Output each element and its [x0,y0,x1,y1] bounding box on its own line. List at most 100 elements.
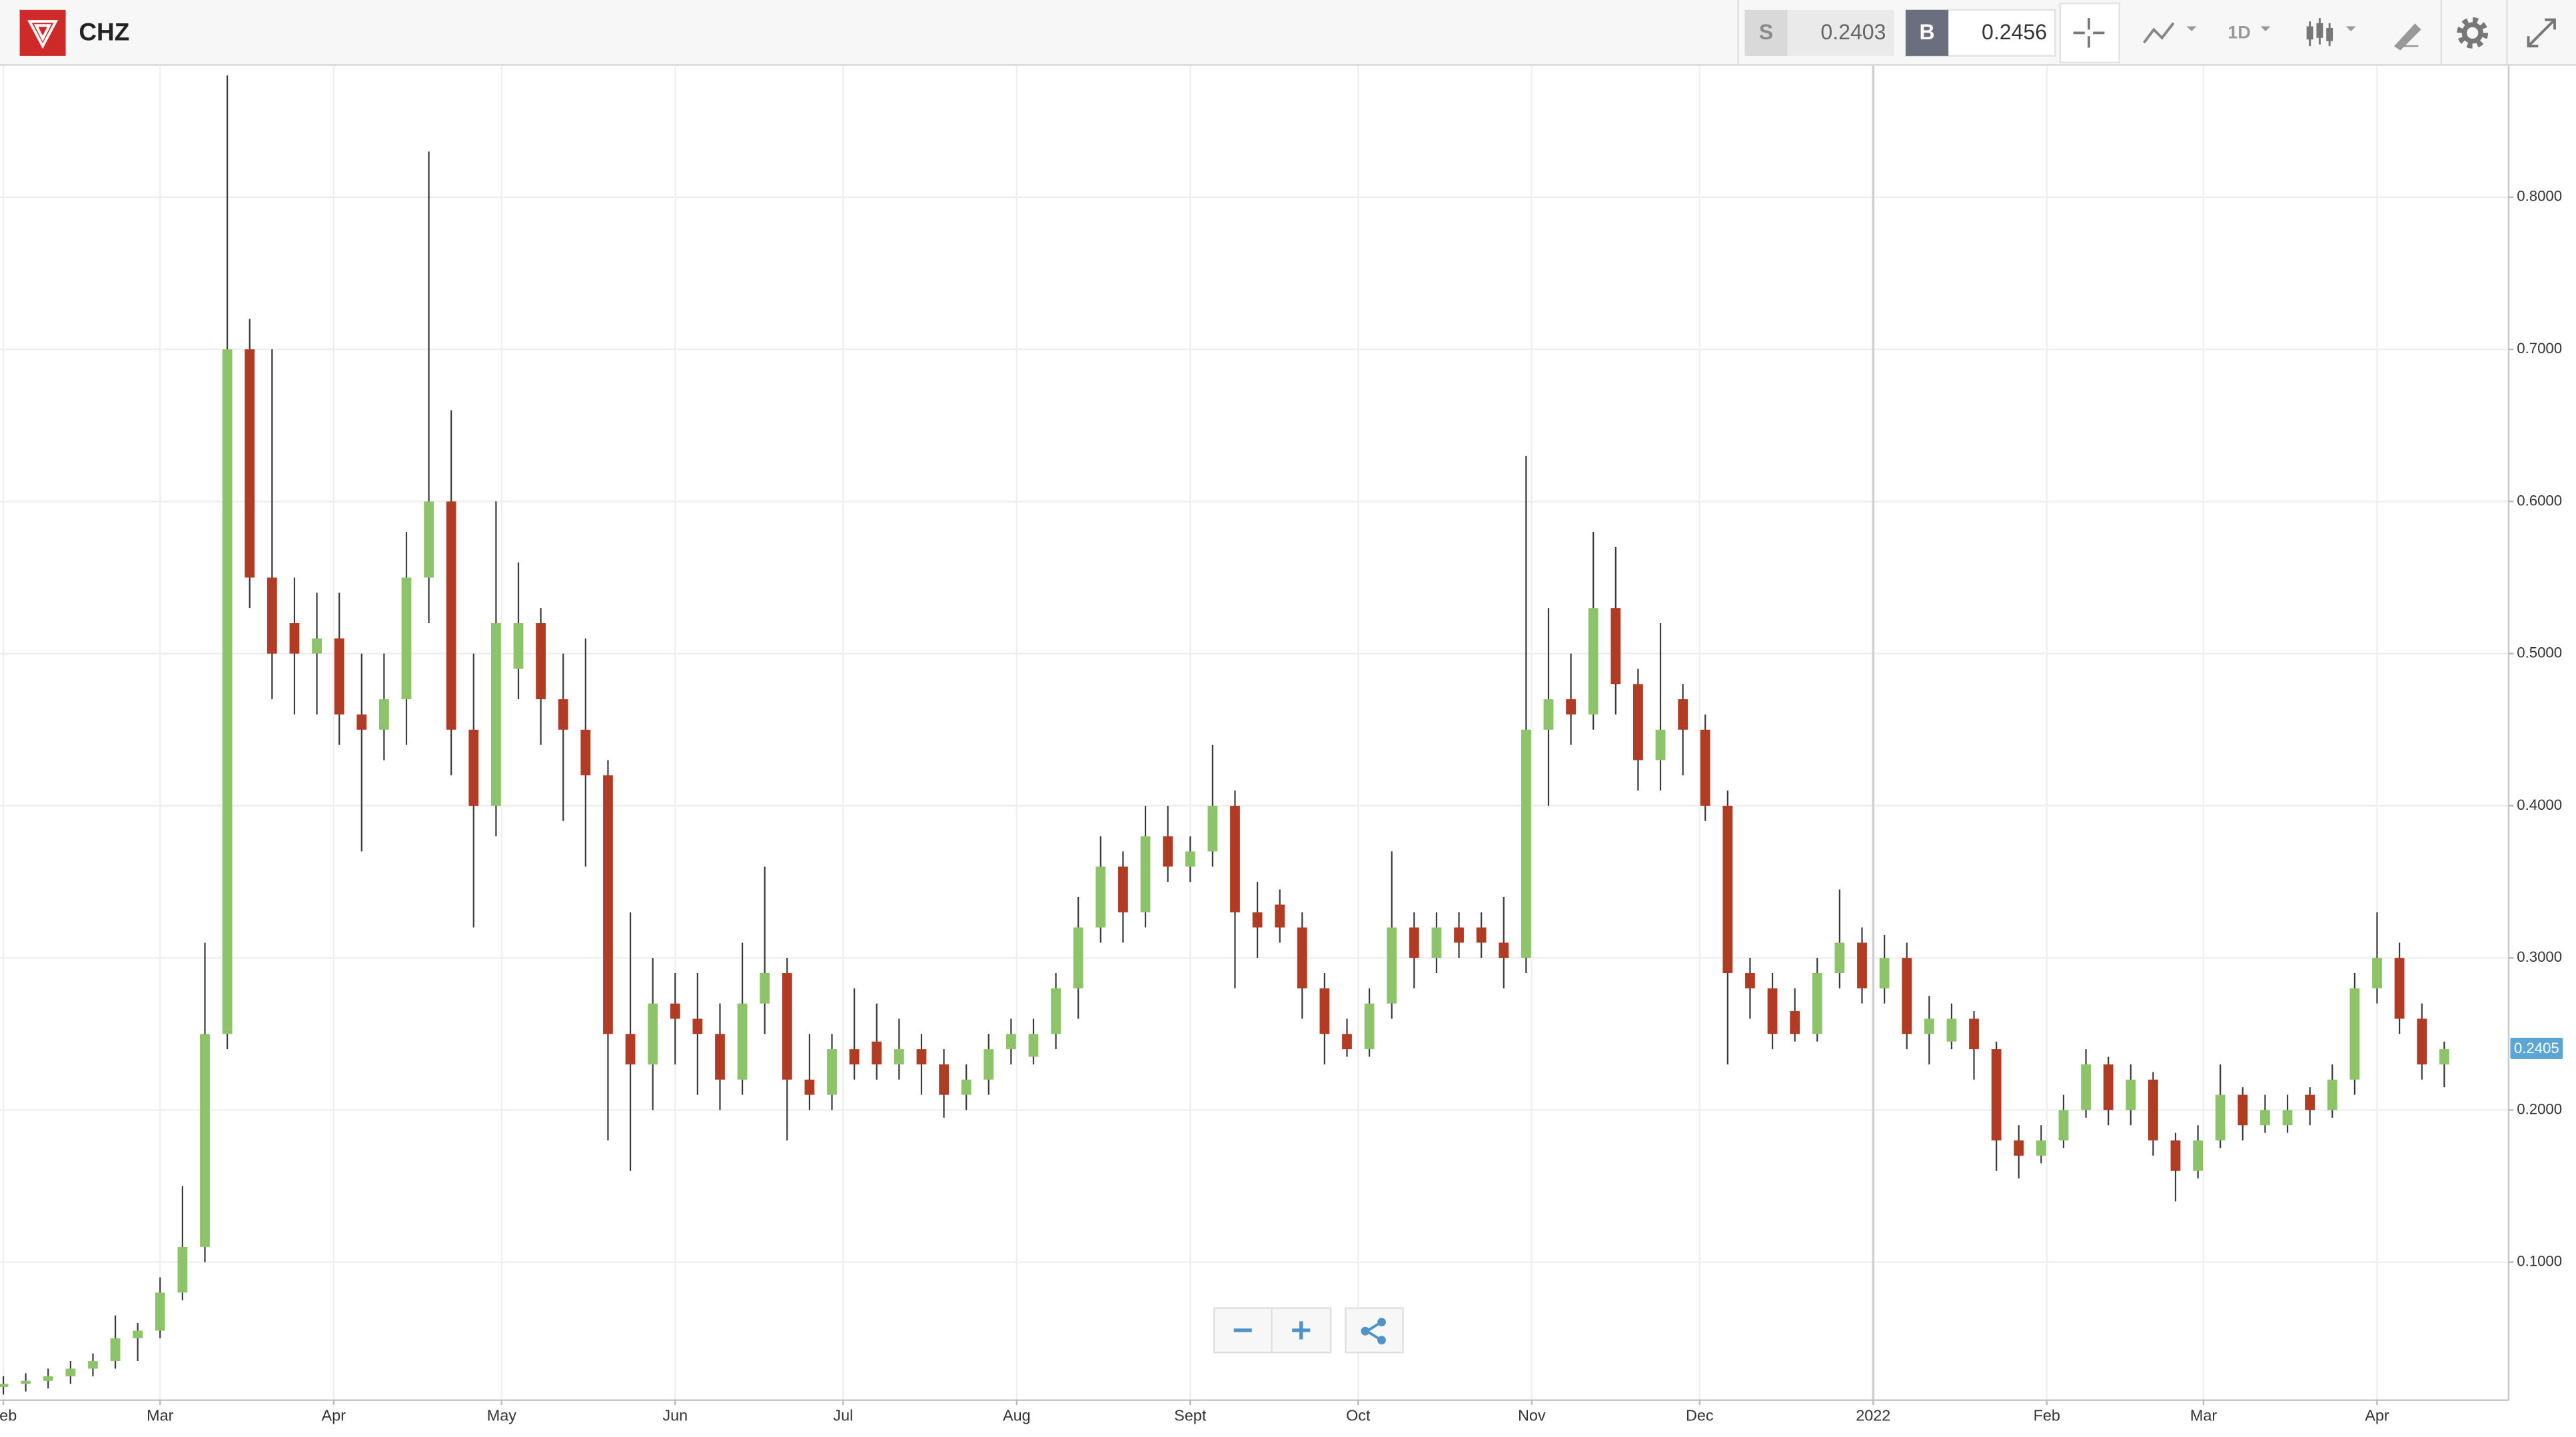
candle-body [536,623,546,700]
candle-body [782,972,792,1080]
x-tick-label: Nov [1518,1407,1546,1424]
draw-icon [2393,23,2421,51]
candle-body [737,1003,748,1080]
settings-button[interactable] [2457,17,2489,49]
candle-body [2282,1110,2293,1126]
candle-body [1185,851,1195,867]
candle-body [65,1368,76,1376]
share-icon [1377,1336,1386,1345]
candle-body [133,1330,143,1338]
candle-body [648,1003,658,1064]
candle-body [1610,608,1621,685]
candle-body [939,1064,949,1095]
candle-body [1543,699,1554,730]
fullscreen-icon [2527,18,2556,48]
settings-icon [2461,22,2483,44]
candle-body [1073,927,1083,988]
candle-body [961,1079,971,1095]
candle-body [1969,1018,1979,1050]
fullscreen-button[interactable] [2527,18,2556,48]
chart-type-icon [2326,27,2333,41]
dropdown-arrow [2260,26,2271,31]
candle-body [1297,927,1307,988]
plot-area [0,65,2509,1400]
crosshair-box[interactable] [2059,2,2120,63]
candle-body [827,1049,837,1095]
candle-body [267,577,277,654]
candle-body [2193,1140,2204,1171]
candle-body [2349,988,2360,1080]
share-button[interactable] [1345,1307,1404,1354]
candle-body [2327,1079,2337,1110]
settings-icon [2457,17,2489,49]
candle-body [1005,1034,1016,1050]
sell-label: S [1759,20,1773,44]
buy-button[interactable]: B 0.2456 [1904,9,2056,57]
sell-button[interactable]: S 0.2403 [1744,9,1894,56]
candle-body [2126,1079,2136,1110]
crosshair-button[interactable] [2059,2,2120,63]
share-box[interactable] [1345,1307,1404,1354]
candle-body [1431,927,1442,958]
candle-body [1252,912,1263,928]
last-price-tag [2510,1037,2563,1060]
candle-body [625,1034,636,1064]
candle-body [2439,1049,2449,1064]
candle-body [2103,1064,2114,1110]
candle-body [446,501,456,730]
candle-body [670,1003,680,1019]
candle-body [1678,699,1688,730]
candle-body [289,623,300,654]
draw-button[interactable] [2393,23,2421,51]
x-tick-label: Feb [2034,1407,2060,1424]
candle-body [916,1049,927,1064]
indicators-icon [2142,22,2175,44]
candle-body [1095,866,1106,928]
candle-body [513,623,524,669]
zoom-in-button[interactable] [1271,1307,1332,1354]
candle-body [2417,1018,2427,1064]
candle-body [1207,805,1218,852]
zoom-out-button[interactable] [1213,1307,1273,1354]
candle-body [872,1041,882,1064]
candle-body [1342,1034,1352,1050]
interval-button[interactable]: 1D [2228,22,2271,43]
chart-type-button[interactable] [2306,18,2356,47]
candle-body [1722,805,1733,973]
candle-body [2058,1110,2069,1141]
y-tick-label: 0.6000 [2517,492,2562,509]
candle-body [1902,958,1912,1034]
candle-body [2215,1094,2226,1141]
candle-body [1790,1011,1800,1034]
candle-body [2394,958,2405,1019]
candle-body [1476,927,1487,943]
buy-label-box [1906,9,1949,56]
share-icon [1361,1326,1370,1336]
candle-body [558,699,568,730]
indicators-button[interactable] [2142,22,2197,44]
candle-body [2260,1110,2270,1126]
x-tick-label: Oct [1346,1407,1371,1424]
candle-body [21,1380,31,1384]
candle-body [312,638,322,654]
candle-body [849,1049,860,1064]
candle-body [1834,942,1845,973]
candle-body [401,577,412,700]
candle-body [0,1384,9,1387]
candle-body [1499,942,1509,958]
chart-type-icon [2306,26,2313,40]
candle-body [1812,972,1822,1034]
x-tick-label: Mar [147,1407,174,1424]
crosshair-icon [2073,18,2105,48]
candle-body [1767,988,1778,1034]
interval: 1D [2228,22,2251,43]
x-tick-label: May [487,1407,517,1424]
share-icon [1377,1318,1386,1327]
chart-type-icon [2316,23,2323,38]
candle-body [603,775,613,1034]
candle-body [491,623,501,806]
candle-body [1521,729,1531,958]
candle-body [2148,1079,2158,1141]
candle-body [424,501,434,578]
candle-body [1655,729,1666,760]
